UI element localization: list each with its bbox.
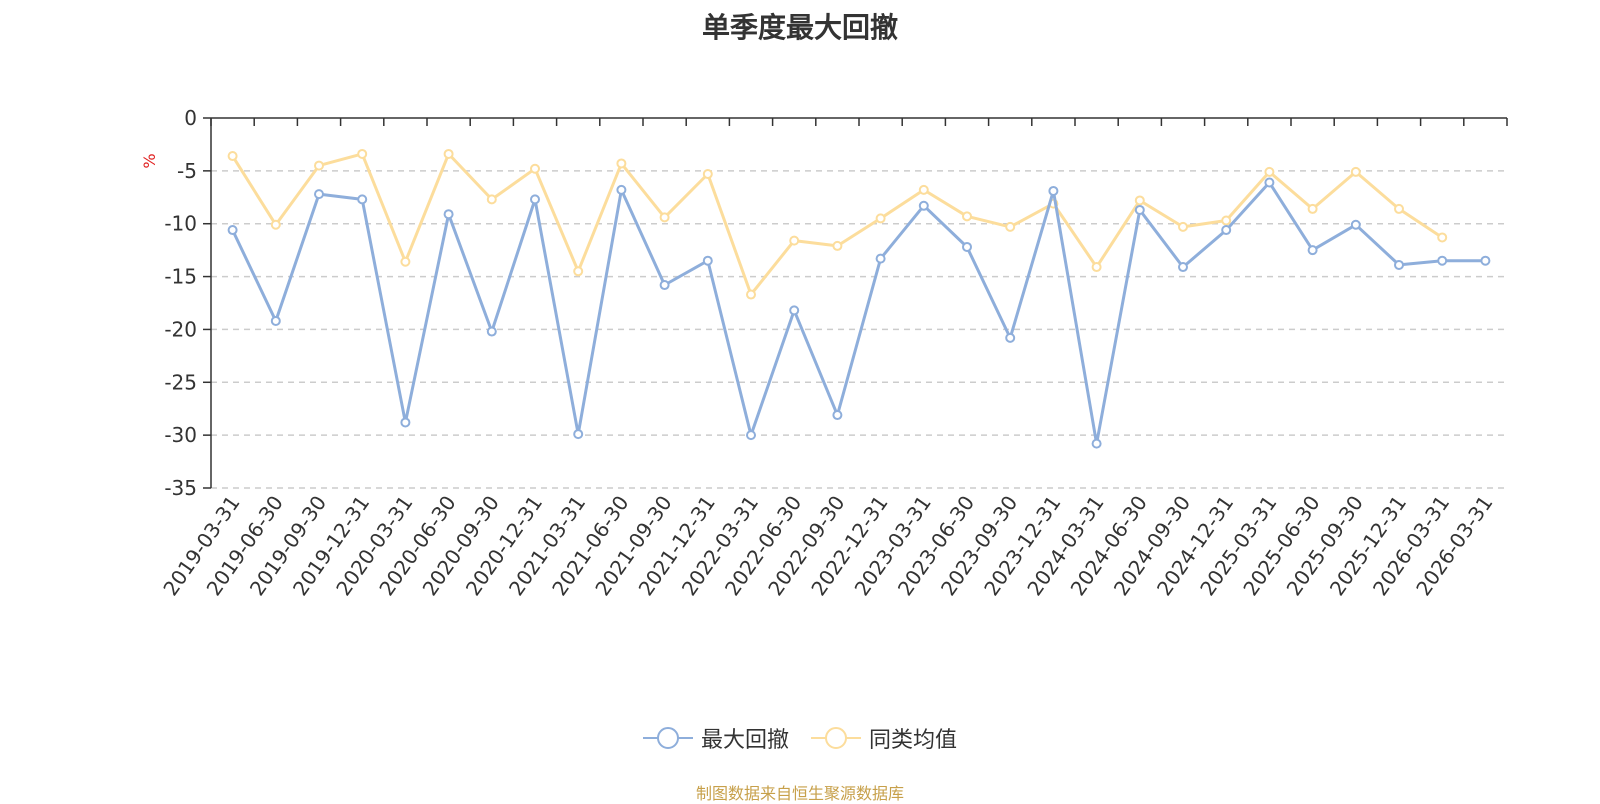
data-point[interactable] — [357, 194, 368, 205]
y-tick-label: 0 — [184, 106, 197, 130]
legend-label: 最大回撤 — [700, 728, 789, 753]
data-point[interactable] — [746, 430, 756, 441]
legend-line-marker-icon — [811, 727, 861, 749]
data-point[interactable] — [1350, 219, 1361, 230]
data-point[interactable] — [400, 256, 411, 267]
y-tick-label: -25 — [164, 370, 197, 394]
data-point[interactable] — [875, 213, 886, 224]
legend-line-marker-icon — [642, 727, 693, 749]
data-point[interactable] — [314, 189, 324, 200]
series-max-drawdown — [227, 177, 1491, 449]
data-point[interactable] — [530, 163, 540, 174]
data-point[interactable] — [270, 219, 281, 230]
data-point[interactable] — [1178, 221, 1188, 232]
data-point[interactable] — [832, 410, 843, 421]
data-point[interactable] — [443, 148, 454, 159]
data-point[interactable] — [1221, 215, 1232, 226]
y-tick-label: -15 — [164, 265, 197, 289]
data-point[interactable] — [443, 209, 454, 220]
legend-label: 同类均值 — [869, 728, 958, 753]
data-point[interactable] — [1307, 203, 1318, 214]
data-point[interactable] — [530, 194, 540, 205]
data-point[interactable] — [573, 429, 584, 440]
data-point[interactable] — [702, 169, 713, 180]
data-point[interactable] — [1437, 232, 1448, 243]
chart-title: 单季度最大回撤 — [701, 11, 898, 44]
data-point[interactable] — [659, 280, 670, 291]
data-point[interactable] — [1307, 245, 1318, 256]
data-point[interactable] — [1350, 166, 1361, 177]
data-point[interactable] — [227, 225, 238, 236]
data-point[interactable] — [486, 326, 497, 337]
y-tick-label: -5 — [177, 159, 197, 183]
legend: 最大回撤 同类均值 — [0, 722, 1600, 754]
y-axis-unit-label: % — [140, 153, 159, 168]
y-tick-label: -20 — [164, 317, 197, 341]
data-point[interactable] — [616, 184, 627, 195]
series-line — [231, 181, 1486, 446]
data-point[interactable] — [1264, 166, 1275, 177]
data-point[interactable] — [1480, 255, 1491, 266]
data-point[interactable] — [486, 194, 497, 205]
data-point[interactable] — [573, 266, 584, 277]
series-layer — [227, 148, 1491, 449]
data-point[interactable] — [832, 240, 843, 251]
data-point[interactable] — [746, 289, 756, 300]
legend-item-peer-average[interactable]: 同类均值 — [811, 722, 957, 754]
data-point[interactable] — [875, 253, 886, 264]
data-point[interactable] — [918, 184, 929, 195]
data-point[interactable] — [789, 305, 800, 316]
data-point[interactable] — [314, 160, 324, 171]
data-point[interactable] — [1221, 225, 1232, 236]
data-point[interactable] — [1394, 203, 1404, 214]
data-point[interactable] — [1178, 262, 1188, 273]
data-point[interactable] — [1005, 221, 1016, 232]
data-point[interactable] — [1134, 204, 1145, 215]
data-point[interactable] — [1264, 177, 1275, 188]
y-tick-label: -35 — [164, 476, 197, 500]
source-note: 制图数据来自恒生聚源数据库 — [695, 784, 904, 803]
grid-layer — [211, 170, 1507, 489]
y-tick-label: -30 — [164, 423, 197, 447]
legend-item-max-drawdown[interactable]: 最大回撤 — [642, 722, 789, 754]
data-point[interactable] — [1005, 332, 1016, 343]
data-point[interactable] — [702, 255, 713, 266]
data-point[interactable] — [270, 315, 281, 326]
data-point[interactable] — [1091, 438, 1102, 449]
series-peer-average — [227, 148, 1448, 300]
data-point[interactable] — [1091, 262, 1102, 273]
y-tick-label: -10 — [164, 212, 197, 236]
data-point[interactable] — [789, 235, 800, 246]
axis-layer: 0-5-10-15-20-25-30-352019-03-312019-06-3… — [158, 106, 1508, 600]
data-point[interactable] — [1437, 255, 1448, 266]
data-point[interactable] — [1134, 195, 1145, 206]
data-point[interactable] — [400, 417, 411, 428]
data-point[interactable] — [227, 151, 238, 162]
data-point[interactable] — [659, 212, 670, 223]
data-point[interactable] — [1394, 259, 1404, 270]
data-point[interactable] — [1048, 185, 1059, 196]
data-point[interactable] — [962, 211, 972, 222]
data-point[interactable] — [918, 200, 929, 211]
data-point[interactable] — [357, 148, 368, 159]
data-point[interactable] — [962, 241, 972, 252]
data-point[interactable] — [616, 158, 627, 169]
